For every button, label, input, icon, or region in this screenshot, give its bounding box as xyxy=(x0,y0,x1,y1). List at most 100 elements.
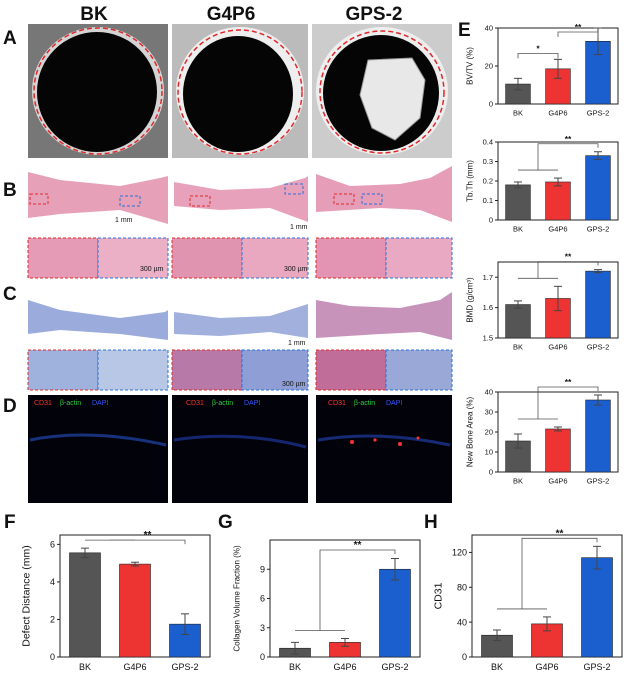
y-tick-label: 0.1 xyxy=(483,196,493,205)
x-tick-label: G4P6 xyxy=(548,225,567,234)
stain-label-actin-g4p6: β-actin xyxy=(212,400,233,407)
panel-letter-g: G xyxy=(218,512,233,533)
scale-bar-label-b1: 1 mm xyxy=(115,217,133,224)
x-tick-label: GPS-2 xyxy=(583,662,610,672)
x-tick-label: GPS-2 xyxy=(587,343,610,352)
x-tick-label: BK xyxy=(491,662,503,672)
y-axis-label: CD31 xyxy=(432,582,444,609)
scale-bar-label-c1: 1 mm xyxy=(288,340,306,347)
y-axis-label: BV/TV (%) xyxy=(466,47,475,85)
x-tick-label: GPS-2 xyxy=(587,477,610,486)
stain-label-actin-gps2: β-actin xyxy=(354,400,375,407)
panel-b-he-sections: 1 mm 1 mm 300 µm 300 µm xyxy=(27,166,453,279)
x-tick-label: G4P6 xyxy=(535,662,558,672)
y-tick-label: 0 xyxy=(489,468,493,477)
significance-bracket xyxy=(537,386,599,419)
chart-defect-distance: 0 2 4 6 BK G4P6 GPS-2 Defect Distance (mm) ** xyxy=(20,530,211,672)
x-tick-label: GPS-2 xyxy=(171,662,198,672)
bar-g4p6 xyxy=(545,181,571,221)
scale-bar-label-b3: 300 µm xyxy=(140,266,164,273)
stain-label-dapi-bk: DAPI xyxy=(92,400,108,407)
significance-bracket xyxy=(521,537,598,609)
panel-c-masson-sections: 1 mm 300 µm xyxy=(27,292,453,391)
y-axis-label: Collagen Volume Fraction (%) xyxy=(232,545,241,652)
stain-label-cd31-g4p6: CD31 xyxy=(186,400,204,407)
y-tick-label: 80 xyxy=(457,582,467,592)
x-tick-label: BK xyxy=(79,662,91,672)
panel-letter-f: F xyxy=(4,512,16,533)
y-tick-label: 0 xyxy=(260,652,265,662)
y-axis-label: Tb.Th (mm) xyxy=(466,160,475,202)
significance-label: ** xyxy=(144,530,152,541)
bar-gps-2 xyxy=(585,270,611,339)
panel-letter-e: E xyxy=(458,20,471,41)
chart-bmd: 1.5 1.6 1.7 BK G4P6 GPS-2 BMD (g/cm³) ** xyxy=(466,252,619,352)
y-tick-label: 10 xyxy=(485,448,493,457)
x-tick-label: BK xyxy=(513,109,523,118)
panel-letter-c: C xyxy=(3,284,17,305)
y-tick-label: 4 xyxy=(50,577,55,587)
stain-label-actin-bk: β-actin xyxy=(60,400,81,407)
y-tick-label: 0 xyxy=(489,216,493,225)
x-tick-label: GPS-2 xyxy=(587,225,610,234)
significance-bracket xyxy=(557,31,599,37)
stain-label-dapi-gps2: DAPI xyxy=(386,400,402,407)
scale-bar-label-b4: 300 µm xyxy=(284,266,308,273)
y-tick-label: 1.6 xyxy=(483,303,493,312)
bar-gps-2 xyxy=(585,40,611,105)
y-tick-label: 0 xyxy=(489,100,493,109)
panel-letter-b: B xyxy=(3,180,17,201)
bar-gps-2 xyxy=(585,155,611,221)
bar-bk xyxy=(69,552,101,658)
y-tick-label: 1.7 xyxy=(483,273,493,282)
y-tick-label: 3 xyxy=(260,623,265,633)
x-tick-label: GPS-2 xyxy=(381,662,408,672)
chart-tb-th: 0 0.1 0.2 0.3 0.4 BK G4P6 GPS-2 Tb.Th (mm) ** xyxy=(466,134,619,234)
y-tick-label: 0 xyxy=(50,652,55,662)
bar-bk xyxy=(505,184,531,221)
y-tick-label: 0.4 xyxy=(483,138,493,147)
microct-image-bk xyxy=(28,24,168,158)
y-tick-label: 0.2 xyxy=(483,177,493,186)
significance-label: ** xyxy=(354,540,362,551)
stain-label-cd31-bk: CD31 xyxy=(34,400,52,407)
y-tick-label: 20 xyxy=(485,428,493,437)
significance-bracket xyxy=(110,539,186,545)
significance-label: ** xyxy=(556,528,564,539)
x-tick-label: G4P6 xyxy=(333,662,356,672)
y-tick-label: 6 xyxy=(50,540,55,550)
column-header-bk: BK xyxy=(80,4,108,25)
stain-label-cd31-gps2: CD31 xyxy=(328,400,346,407)
x-tick-label: GPS-2 xyxy=(587,109,610,118)
y-tick-label: 6 xyxy=(260,594,265,604)
x-tick-label: G4P6 xyxy=(548,477,567,486)
y-tick-label: 40 xyxy=(485,24,493,33)
y-axis-label: BMD (g/cm³) xyxy=(466,277,475,323)
x-tick-label: BK xyxy=(513,225,523,234)
significance-bracket xyxy=(319,549,396,631)
y-tick-label: 30 xyxy=(485,408,493,417)
y-tick-label: 120 xyxy=(452,548,467,558)
significance-bracket xyxy=(537,143,599,171)
x-tick-label: G4P6 xyxy=(548,109,567,118)
panel-a-microct xyxy=(28,24,452,158)
chart-collagen-volume-fraction: 0 3 6 9 BK G4P6 GPS-2 Collagen Volume Fraction … xyxy=(232,539,421,672)
microct-image-g4p6 xyxy=(172,24,308,158)
significance-label: * xyxy=(536,43,540,53)
y-tick-label: 40 xyxy=(485,388,493,397)
significance-bracket xyxy=(537,261,599,279)
x-tick-label: BK xyxy=(289,662,301,672)
panel-d-immunofluorescence: CD31 β-actin DAPI CD31 β-actin DAPI CD31… xyxy=(28,395,452,503)
y-tick-label: 0 xyxy=(462,652,467,662)
column-header-gps2: GPS-2 xyxy=(345,4,402,25)
y-tick-label: 1.5 xyxy=(483,334,493,343)
y-tick-label: 9 xyxy=(260,564,265,574)
y-tick-label: 20 xyxy=(485,62,493,71)
column-header-g4p6: G4P6 xyxy=(207,4,256,25)
x-tick-label: BK xyxy=(513,477,523,486)
y-axis-label: Defect Distance (mm) xyxy=(20,545,32,647)
y-axis-label: New Bone Area (%) xyxy=(466,397,475,468)
bar-bk xyxy=(505,304,531,339)
